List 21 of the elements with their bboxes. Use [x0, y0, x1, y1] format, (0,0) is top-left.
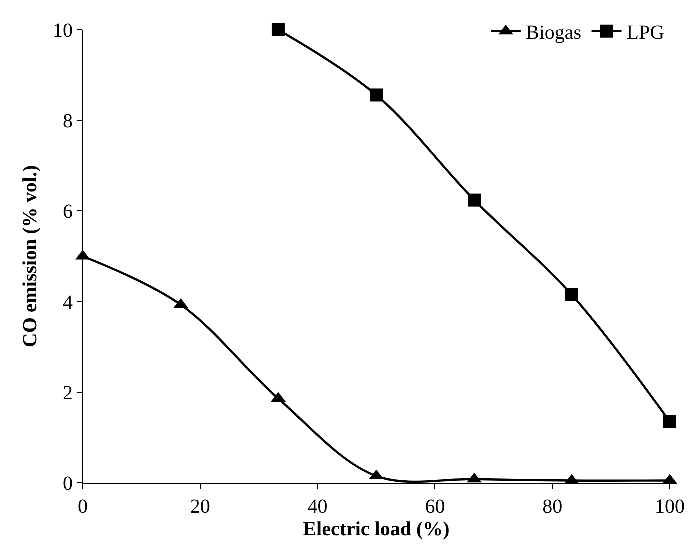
legend-label: LPG: [626, 22, 665, 44]
x-tick-label: 0: [78, 496, 88, 518]
point: [664, 415, 676, 428]
y-tick-label: 0: [63, 473, 73, 495]
point: [272, 24, 285, 36]
legend-label: Biogas: [526, 22, 582, 44]
y-tick-label: 6: [63, 201, 73, 224]
x-tick-label: 20: [190, 496, 210, 518]
x-tick-label: 100: [655, 496, 685, 518]
y-tick-label: 2: [63, 382, 73, 404]
point: [565, 288, 578, 302]
y-tick-label: 8: [63, 110, 73, 133]
y-axis-title: CO emission (% vol.): [20, 165, 42, 348]
x-tick-label: 80: [542, 496, 563, 518]
y-tick-label: 4: [63, 292, 73, 314]
x-tick-label: 40: [308, 496, 328, 518]
point: [468, 194, 482, 207]
point: [370, 88, 383, 102]
x-tick-label: 60: [425, 496, 446, 518]
x-axis-title: Electric load (%): [303, 518, 450, 540]
y-tick-label: 10: [53, 20, 73, 42]
